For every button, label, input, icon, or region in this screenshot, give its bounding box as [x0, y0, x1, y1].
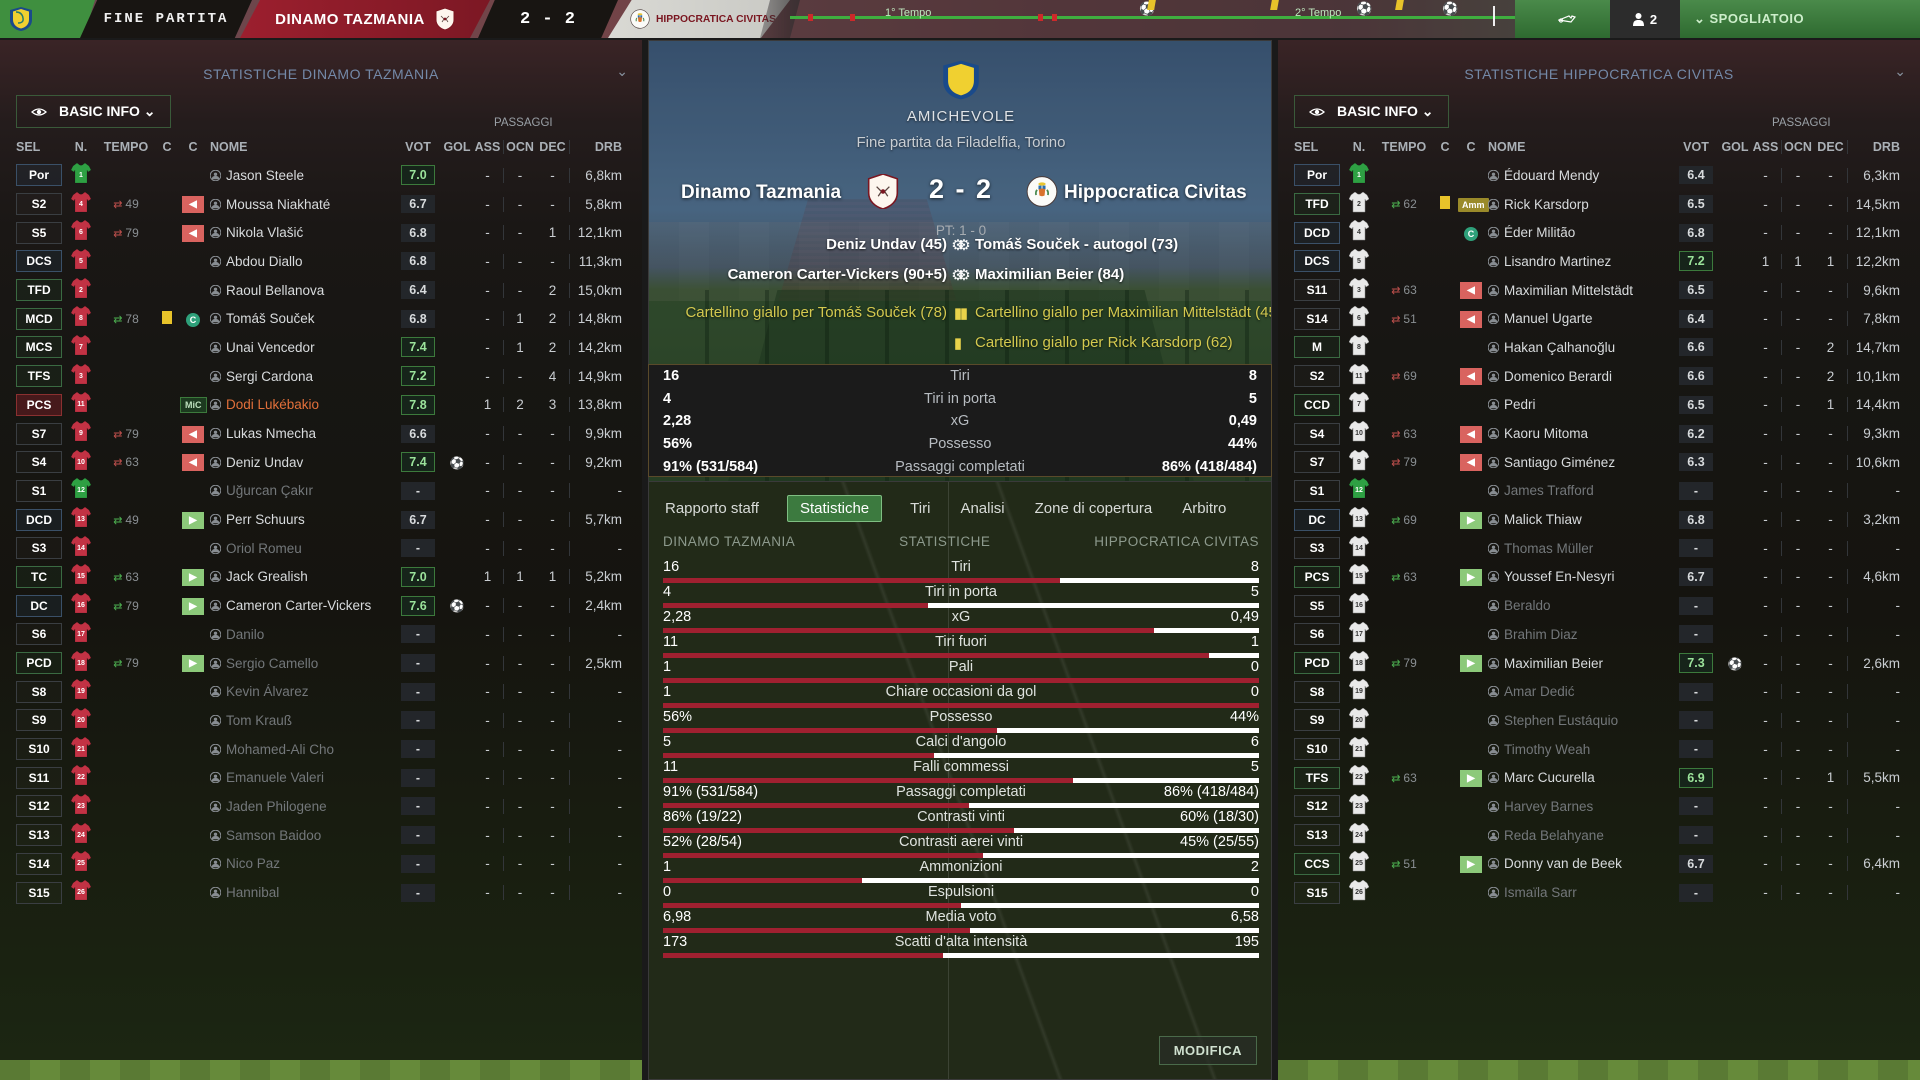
svg-text:20: 20	[77, 717, 85, 724]
svg-text:5: 5	[79, 258, 83, 265]
svg-text:22: 22	[1355, 774, 1363, 781]
svg-text:6: 6	[79, 229, 83, 236]
svg-text:19: 19	[77, 688, 85, 695]
svg-text:9: 9	[79, 430, 83, 437]
svg-text:11: 11	[77, 401, 85, 408]
svg-text:12: 12	[1355, 487, 1363, 494]
svg-text:14: 14	[77, 545, 85, 552]
svg-text:22: 22	[77, 774, 85, 781]
svg-text:24: 24	[1355, 832, 1363, 839]
svg-text:5: 5	[1357, 258, 1361, 265]
svg-text:4: 4	[79, 201, 83, 208]
svg-text:13: 13	[1355, 516, 1363, 523]
svg-text:7: 7	[79, 344, 83, 351]
svg-text:21: 21	[77, 746, 85, 753]
svg-text:11: 11	[1355, 373, 1363, 380]
svg-text:15: 15	[77, 573, 85, 580]
svg-text:12: 12	[77, 487, 85, 494]
svg-text:8: 8	[1357, 344, 1361, 351]
svg-text:1: 1	[1357, 172, 1361, 179]
svg-text:26: 26	[1355, 889, 1363, 896]
svg-text:1: 1	[79, 172, 83, 179]
svg-text:16: 16	[77, 602, 85, 609]
svg-text:7: 7	[1357, 401, 1361, 408]
svg-text:18: 18	[1355, 660, 1363, 667]
svg-text:25: 25	[1355, 860, 1363, 867]
svg-text:25: 25	[77, 860, 85, 867]
svg-text:8: 8	[79, 315, 83, 322]
svg-text:10: 10	[77, 459, 85, 466]
svg-text:17: 17	[77, 631, 85, 638]
svg-text:24: 24	[77, 832, 85, 839]
svg-text:14: 14	[1355, 545, 1363, 552]
svg-text:3: 3	[1357, 287, 1361, 294]
svg-text:9: 9	[1357, 459, 1361, 466]
svg-text:4: 4	[1357, 229, 1361, 236]
svg-text:2: 2	[79, 287, 83, 294]
svg-text:23: 23	[77, 803, 85, 810]
svg-text:6: 6	[1357, 315, 1361, 322]
svg-text:3: 3	[79, 373, 83, 380]
svg-text:2: 2	[1357, 201, 1361, 208]
svg-text:20: 20	[1355, 717, 1363, 724]
svg-text:10: 10	[1355, 430, 1363, 437]
svg-text:23: 23	[1355, 803, 1363, 810]
svg-text:19: 19	[1355, 688, 1363, 695]
svg-text:13: 13	[77, 516, 85, 523]
svg-text:16: 16	[1355, 602, 1363, 609]
svg-text:18: 18	[77, 660, 85, 667]
svg-text:15: 15	[1355, 573, 1363, 580]
svg-text:17: 17	[1355, 631, 1363, 638]
svg-text:21: 21	[1355, 746, 1363, 753]
svg-text:26: 26	[77, 889, 85, 896]
